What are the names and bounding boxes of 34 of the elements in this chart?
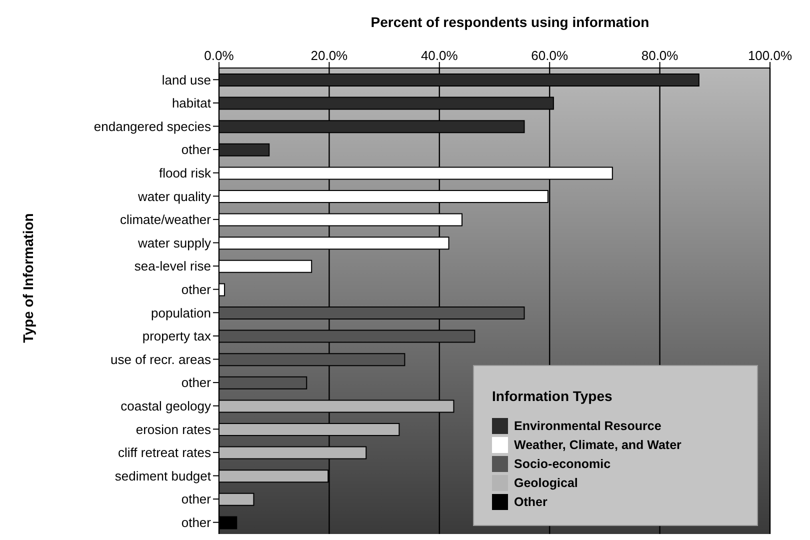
y-tick-label: land use [162, 72, 211, 88]
x-tick-label: 20.0% [310, 48, 348, 63]
legend-label: Other [513, 494, 548, 510]
y-tick-label: flood risk [158, 165, 212, 180]
x-tick-label: 80.0% [641, 48, 679, 63]
legend-title: Information Types [492, 388, 614, 404]
y-tick-label: water supply [137, 235, 212, 250]
y-tick-label: habitat [172, 96, 212, 111]
y-tick-label: erosion rates [136, 422, 212, 437]
y-tick-label: other [181, 375, 212, 390]
y-tick-label: cliff retreat rates [118, 445, 212, 460]
legend-label: Socio-economic [513, 456, 612, 472]
y-tick-label: other [181, 282, 212, 297]
x-tick-label: 100.0% [748, 48, 792, 63]
legend-label: Weather, Climate, and Water [513, 437, 682, 453]
x-tick-label: 0.0% [204, 48, 234, 63]
y-tick-label: use of recr. areas [110, 352, 212, 367]
x-tick-label: 40.0% [420, 48, 458, 63]
y-tick-label: property tax [142, 328, 212, 344]
y-tick-label: sediment budget [114, 468, 212, 484]
y-tick-label: population [151, 305, 211, 320]
y-tick-label: water quality [137, 188, 212, 204]
y-tick-label: endangered species [94, 118, 212, 134]
y-tick-label: other [181, 514, 212, 530]
text: Geological [513, 475, 579, 491]
y-axis-title: Type of Information [20, 213, 36, 343]
legend-label: Environmental Resource [513, 418, 662, 434]
x-axis-title: Percent of respondents using information [370, 14, 650, 30]
y-tick-label: sea-level rise [134, 258, 211, 274]
x-tick-label: 60.0% [531, 48, 568, 63]
y-tick-label: climate/weather [120, 212, 212, 228]
y-tick-label: coastal geology [120, 398, 212, 414]
y-tick-label: other [181, 492, 212, 507]
y-tick-label: other [181, 142, 212, 158]
